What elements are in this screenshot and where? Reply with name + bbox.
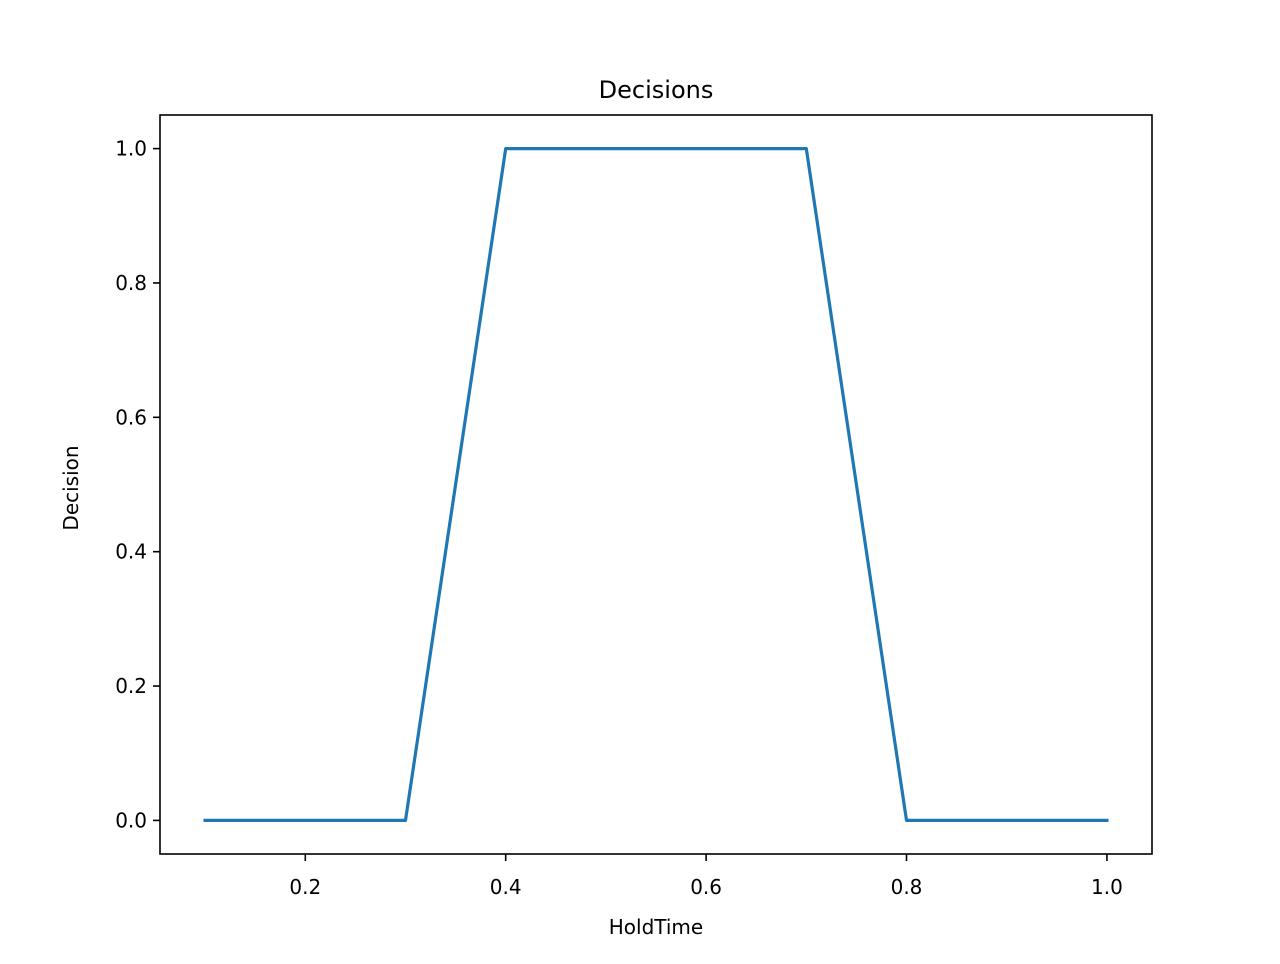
y-tick-label: 0.6 bbox=[115, 405, 147, 429]
x-tick-label: 0.4 bbox=[490, 875, 522, 899]
x-tick-label: 0.8 bbox=[891, 875, 923, 899]
plot-area: 0.2 0.4 0.6 0.8 1.0 0.0 0.2 0.4 0.6 0.8 1.0 bbox=[115, 114, 1153, 899]
series-line-0 bbox=[203, 146, 1109, 823]
x-axis-label: HoldTime bbox=[609, 915, 703, 939]
y-tick-label: 0.2 bbox=[115, 674, 147, 698]
y-tick-label: 0.8 bbox=[115, 271, 147, 295]
y-axis-label: Decision bbox=[59, 445, 83, 530]
x-tick-label: 0.6 bbox=[690, 875, 722, 899]
axes-frame bbox=[159, 114, 1153, 855]
y-tick-label: 0.0 bbox=[115, 808, 147, 832]
x-tick-label: 1.0 bbox=[1091, 875, 1123, 899]
y-tick-label: 1.0 bbox=[115, 137, 147, 161]
chart-title: Decisions bbox=[599, 76, 714, 104]
y-tick-label: 0.4 bbox=[115, 540, 147, 564]
x-tick-label: 0.2 bbox=[289, 875, 321, 899]
